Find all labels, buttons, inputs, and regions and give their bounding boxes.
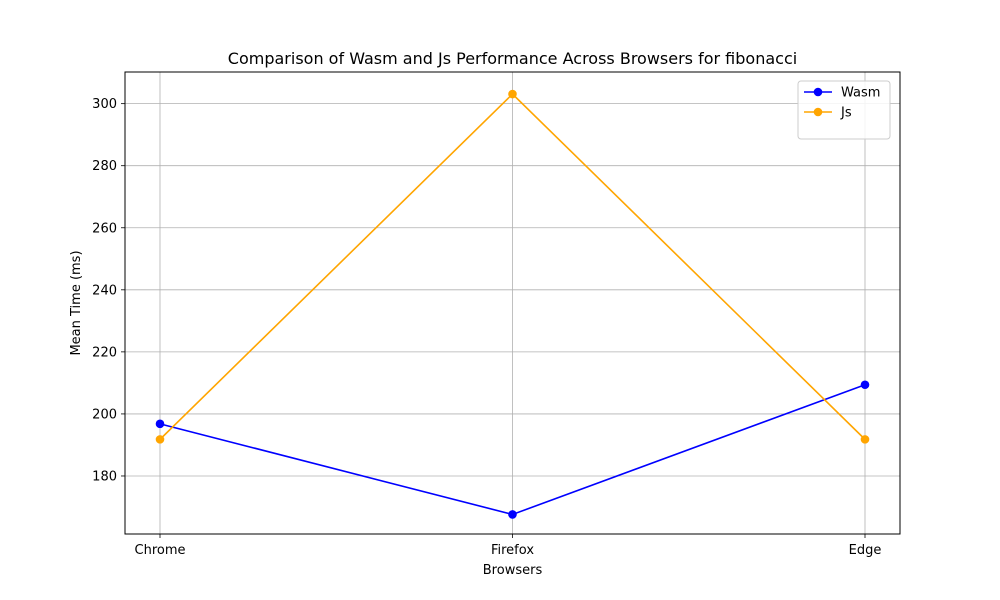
data-point-js [860,435,870,444]
series-js [155,89,870,444]
y-tick-label: 280 [92,159,117,174]
y-tick-label: 300 [92,97,117,112]
legend-label-wasm: Wasm [841,86,880,101]
legend-marker-wasm [813,87,823,97]
y-tick-label: 180 [92,469,117,484]
x-tick-label: Edge [849,543,882,558]
legend-item-wasm: Wasm [804,86,880,101]
data-point-wasm [155,419,165,429]
y-tick-label: 200 [92,407,117,422]
legend-label-js: Js [840,106,852,121]
x-tick-label: Chrome [135,543,186,558]
grid-lines [125,72,900,534]
y-tick-label: 260 [92,221,117,236]
y-tick-label: 220 [92,345,117,360]
data-point-js [508,89,517,99]
legend: Wasm Js [797,80,891,140]
y-tick-label: 240 [92,283,117,298]
series-layer [155,89,870,519]
x-axis-label: Browsers [483,563,543,578]
axis-ticks: Chrome Firefox Edge 180 200 220 240 260 280 300 [92,97,881,558]
data-point-wasm [860,380,870,390]
chart-title: Comparison of Wasm and Js Performance Ac… [228,49,797,68]
series-wasm [155,380,870,519]
data-point-js [155,435,165,444]
legend-marker-js [813,107,823,117]
legend-item-js: Js [804,106,852,121]
y-axis-label: Mean Time (ms) [69,250,84,355]
data-point-wasm [508,510,517,519]
legend-box [797,80,891,140]
x-tick-label: Firefox [491,543,534,558]
